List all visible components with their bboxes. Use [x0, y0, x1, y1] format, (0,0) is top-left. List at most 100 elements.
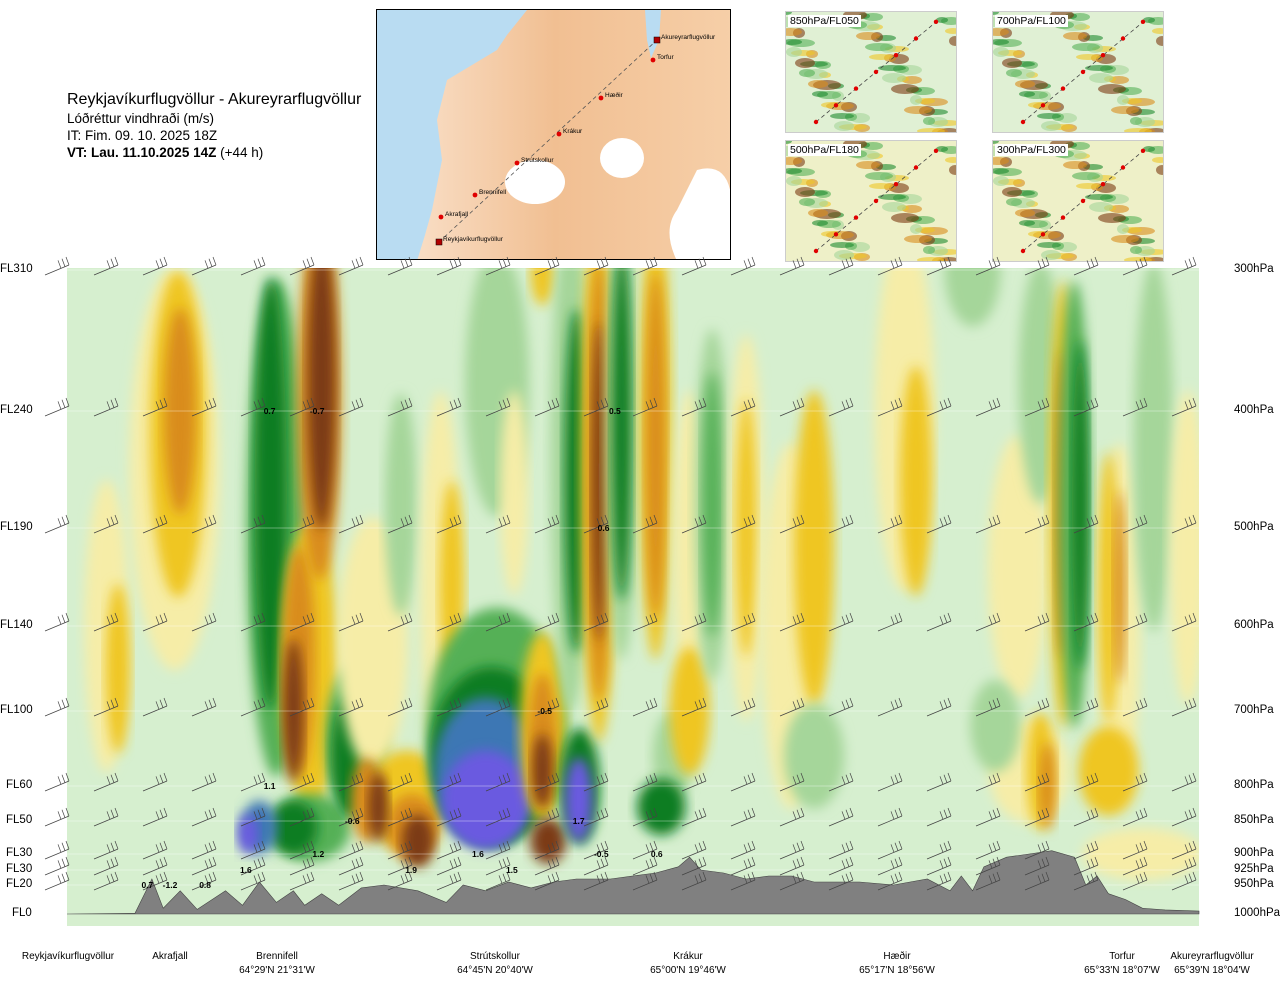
minimap-cell: [1063, 32, 1087, 40]
field-cell: [611, 268, 632, 601]
map-points: [435, 36, 661, 246]
wind-barb: [926, 840, 952, 860]
minimap-waypoint: [933, 148, 939, 153]
minimap-cell: [1143, 17, 1155, 23]
wind-barb: [1122, 840, 1148, 860]
field-cell: [1169, 390, 1199, 706]
wind-barb: [877, 697, 903, 717]
wind-barb: [240, 807, 266, 827]
field-cell: [1072, 339, 1089, 670]
wind-barb: [583, 697, 609, 717]
wind-barb: [240, 772, 266, 792]
field-value-label: 1.6: [240, 865, 252, 875]
wind-barb: [779, 397, 805, 417]
wind-barb: [730, 514, 756, 534]
minimap-waypoint: [1120, 165, 1126, 170]
minimap-cell: [812, 220, 828, 226]
fl-tick-label: FL140: [0, 619, 33, 631]
wind-barb: [632, 871, 658, 891]
wind-barb: [387, 772, 413, 792]
wind-barb: [289, 840, 315, 860]
wind-barb: [632, 697, 658, 717]
field-cell: [384, 393, 417, 616]
wind-barb: [485, 840, 511, 860]
airport-marker: [653, 36, 661, 44]
wind-barb: [779, 697, 805, 717]
wind-barb: [828, 514, 854, 534]
map-sea-west: [377, 10, 527, 259]
minimap-cell: [1019, 220, 1035, 226]
wind-barb: [142, 397, 168, 417]
location-coord: 65°00'N 19°46'W: [650, 965, 726, 976]
wind-barb: [142, 871, 168, 891]
wind-barb: [142, 612, 168, 632]
minimap-cell: [795, 58, 815, 68]
minimap-cell: [812, 91, 828, 97]
minimap-cell: [904, 106, 932, 114]
minimap-500-label: 500hPa/FL180: [788, 144, 861, 156]
minimap-cell: [1111, 106, 1139, 114]
wind-barb: [1122, 514, 1148, 534]
field-value-label: 1.5: [506, 865, 518, 875]
wind-barb: [1122, 397, 1148, 417]
wind-barb: [191, 697, 217, 717]
map-place-label: Torfur: [657, 54, 674, 61]
wind-barb: [436, 840, 462, 860]
field-value-label: 0.7: [264, 406, 276, 416]
minimap-cell: [1037, 242, 1061, 248]
wind-barb: [534, 697, 560, 717]
route-map: Akureyrarflugvöllur Torfur Hæðir Krákur Strú…: [376, 9, 731, 260]
minimap-waypoint: [1060, 215, 1066, 220]
wind-barb: [436, 807, 462, 827]
wind-barb: [681, 514, 707, 534]
fl-tick-label: FL50: [6, 814, 33, 826]
minimap-waypoint: [893, 182, 899, 187]
minimap-cell: [1085, 194, 1113, 200]
minimap-waypoint: [933, 19, 939, 24]
minimap-cell: [1006, 69, 1022, 77]
wind-barb: [142, 840, 168, 860]
init-time: IT: Fim. 09. 10. 2025 18Z: [67, 128, 218, 143]
wind-barb: [338, 840, 364, 860]
minimap-700: 700hPa/FL100: [992, 11, 1164, 133]
minimap-cell: [1098, 213, 1126, 223]
wind-barb: [534, 256, 560, 276]
wind-barb: [1024, 840, 1050, 860]
wind-barb: [1122, 612, 1148, 632]
wind-barb: [93, 612, 119, 632]
minimap-cell: [786, 47, 802, 57]
wind-barb: [632, 807, 658, 827]
minimap-waypoint: [1140, 148, 1146, 153]
wind-barb: [1024, 807, 1050, 827]
wind-barb: [436, 514, 462, 534]
wind-barb: [681, 856, 707, 876]
pressure-tick-label: 900hPa: [1234, 847, 1274, 859]
wind-barb: [1171, 807, 1197, 827]
minimap-300: 300hPa/FL300: [992, 140, 1164, 262]
wind-barb: [44, 697, 70, 717]
wind-barb: [387, 697, 413, 717]
wind-barb: [681, 807, 707, 827]
wind-barb: [240, 397, 266, 417]
wind-barb: [93, 397, 119, 417]
wind-barb: [93, 697, 119, 717]
wind-barb: [1171, 612, 1197, 632]
minimap-waypoint: [1100, 182, 1106, 187]
valid-time: VT: Lau. 11.10.2025 14Z (+44 h): [67, 144, 361, 161]
waypoint-marker: [472, 192, 478, 198]
wind-barb: [436, 697, 462, 717]
field-cell: [784, 703, 845, 809]
location-coord: 65°33'N 18°07'W: [1084, 965, 1160, 976]
wind-barb: [534, 514, 560, 534]
field-value-label: 1.9: [405, 865, 417, 875]
minimap-cell: [923, 117, 935, 125]
minimap-cell: [1063, 161, 1087, 169]
field-cell: [702, 371, 723, 638]
minimap-cell: [1015, 209, 1035, 217]
wind-barb: [975, 514, 1001, 534]
wind-barb: [1024, 871, 1050, 891]
wind-barb: [289, 397, 315, 417]
minimap-cell: [1085, 65, 1113, 71]
minimap-cell: [1117, 95, 1129, 105]
